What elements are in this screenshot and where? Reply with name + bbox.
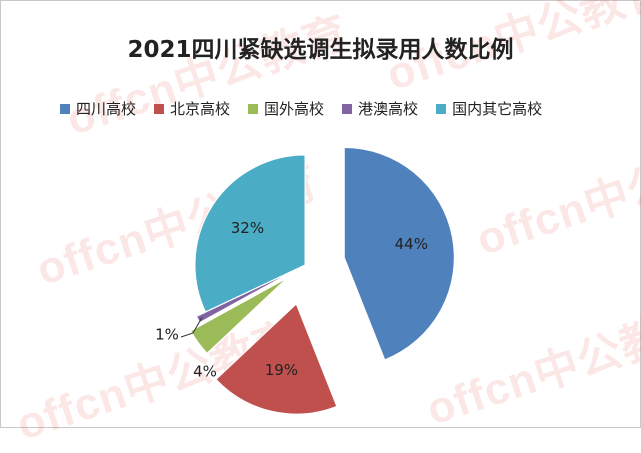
pie-slice [343,147,455,361]
legend-item: 四川高校 [60,98,136,119]
legend-item: 港澳高校 [342,98,418,119]
slice-label: 4% [193,363,217,381]
legend-item: 国外高校 [248,98,324,119]
leader-line [180,317,203,338]
legend-label: 国外高校 [264,100,325,118]
legend-swatch [342,103,353,114]
pie-chart: 44% 19% 4% 1% 32% [155,147,455,415]
pie-slice [190,277,288,354]
legend-label: 港澳高校 [358,100,419,118]
legend: 四川高校 北京高校 国外高校 港澳高校 国内其它高校 [60,98,542,119]
slice-label: 19% [265,361,298,379]
slice-label: 32% [231,219,264,237]
pie-slice [215,303,338,415]
pie-slice [195,269,297,324]
legend-label: 国内其它高校 [452,100,543,118]
legend-label: 北京高校 [170,100,231,118]
legend-item: 北京高校 [154,98,230,119]
legend-swatch [248,103,259,114]
chart-frame [0,0,641,428]
chart-title: 2021四川紧缺选调生拟录用人数比例 [127,37,514,63]
legend-swatch [436,103,447,114]
legend-swatch [154,103,165,114]
legend-swatch [60,103,70,114]
pie-slice [194,154,306,313]
slice-label: 44% [395,235,428,253]
legend-item: 国内其它高校 [436,98,542,119]
slice-label: 1% [155,326,179,344]
legend-label: 四川高校 [76,100,137,118]
